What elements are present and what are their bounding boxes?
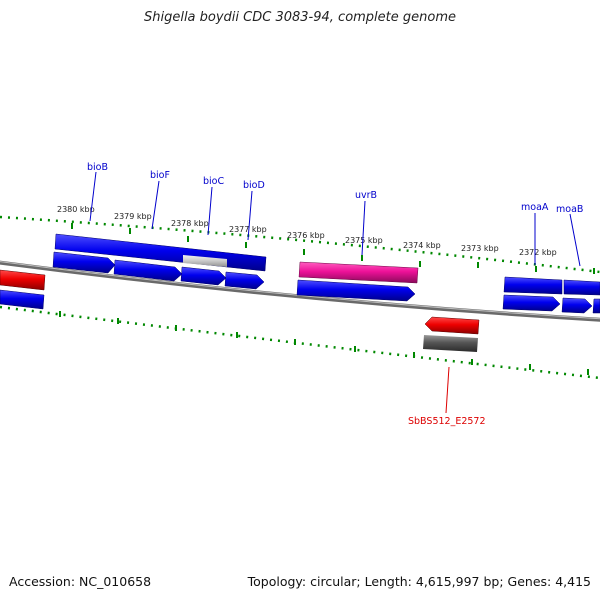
gene-arrow[interactable] (224, 271, 265, 290)
gene-moaA[interactable] (503, 276, 563, 295)
forward-outer-track (54, 233, 600, 296)
gene-label-uvrB[interactable]: uvrB (355, 190, 377, 201)
genome-summary-text: Topology: circular; Length: 4,615,997 bp… (247, 574, 591, 589)
gene-bioC-pseudo[interactable] (183, 255, 227, 267)
gene-moaB[interactable] (563, 279, 600, 296)
genome-backbone (0, 260, 600, 322)
gene-forward-left[interactable] (0, 289, 45, 310)
scale-label: 2379 kbp (114, 212, 152, 221)
gene-arrow[interactable] (561, 297, 593, 314)
reverse-track (423, 316, 480, 352)
gene-SbBS512_E2572-shadow[interactable] (423, 335, 478, 352)
scale-label: 2378 kbp (171, 219, 209, 228)
leader-line-uvrB (361, 200, 366, 256)
gene-arrow[interactable] (296, 279, 416, 302)
gene-SbBS512_E2572[interactable] (424, 316, 480, 335)
gene-label-bioC[interactable]: bioC (203, 176, 224, 187)
leader-line-bioD (247, 190, 253, 241)
gene-arrow[interactable] (592, 298, 600, 314)
inner-tick-ring (0, 305, 600, 380)
gene-label-bioB[interactable]: bioB (87, 162, 108, 173)
leader-line-bioB (89, 171, 97, 222)
genome-backbone-highlight (0, 261, 600, 320)
forward-inner-track (52, 251, 600, 314)
scale-label: 2376 kbp (287, 231, 325, 240)
leader-line-bioF (151, 180, 160, 230)
scale-label: 2373 kbp (461, 244, 499, 253)
leader-line-bioC (207, 186, 213, 236)
gene-arrow[interactable] (180, 266, 227, 286)
gene-arrow[interactable] (113, 259, 183, 282)
inner-dotted-ring (0, 305, 600, 380)
map-title: Shigella boydii CDC 3083-94, complete ge… (143, 10, 457, 25)
gene-uvrB[interactable] (298, 261, 419, 284)
gene-label-bioF[interactable]: bioF (150, 170, 170, 181)
left-edge-genes (0, 269, 46, 310)
leader-line-moaB (569, 213, 581, 267)
gene-label-moaA[interactable]: moaA (521, 202, 549, 213)
gene-label-SbBS512_E2572[interactable]: SbBS512_E2572 (408, 416, 486, 427)
gene-arrow[interactable] (52, 251, 116, 274)
scale-label: 2374 kbp (403, 241, 441, 250)
accession-text: Accession: NC_010658 (9, 574, 152, 589)
gene-arrow[interactable] (502, 294, 561, 312)
gene-label-bioD[interactable]: bioD (243, 180, 265, 191)
scale-label: 2372 kbp (519, 248, 557, 257)
gene-label-moaB[interactable]: moaB (556, 204, 583, 215)
leader-line-SbBS512_E2572 (445, 366, 450, 414)
outer-tick-ring (0, 215, 600, 274)
gene-reverse-left[interactable] (0, 269, 46, 291)
scale-label: 2380 kbp (57, 205, 95, 214)
scale-label: 2375 kbp (345, 236, 383, 245)
scale-label: 2377 kbp (229, 225, 267, 234)
